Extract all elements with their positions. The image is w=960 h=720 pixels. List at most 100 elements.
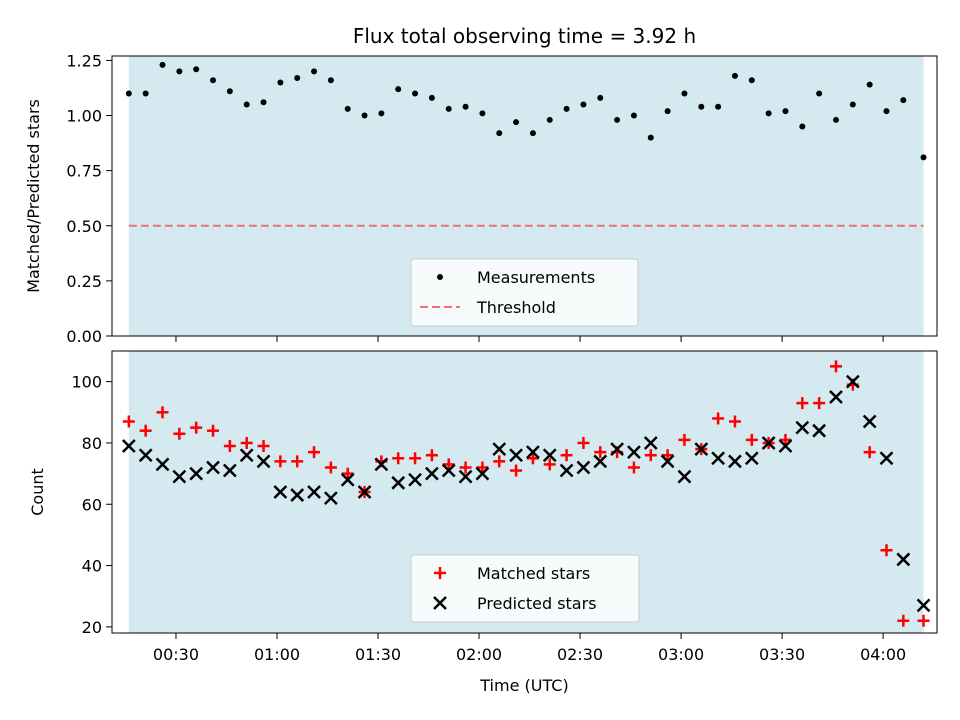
predicted-star-point: [273, 485, 288, 499]
matched-star-point: [863, 446, 876, 459]
measurement-point: [849, 101, 856, 108]
x-tick-label: 01:00: [254, 645, 300, 664]
predicted-star-point: [593, 454, 608, 469]
matched-star-point: [156, 406, 169, 419]
x-tick-label: 02:00: [456, 645, 502, 664]
measurement-point: [664, 108, 671, 115]
matched-star-point: [510, 464, 523, 477]
measurement-point: [193, 66, 200, 73]
predicted-star-point: [256, 454, 271, 469]
measurement-point: [445, 105, 452, 112]
predicted-star-point: [492, 442, 507, 456]
matched-star-point: [678, 433, 691, 446]
predicted-star-point: [475, 466, 490, 481]
matched-stars-points: [122, 360, 930, 627]
y-tick-label: 1.00: [66, 107, 102, 126]
measurement-point: [698, 103, 705, 110]
top-y-axis-label: Matched/Predicted stars: [24, 99, 43, 293]
predicted-star-point: [778, 439, 793, 453]
measurement-point: [580, 101, 587, 108]
predicted-star-point: [896, 552, 911, 567]
predicted-star-point: [222, 463, 237, 478]
matched-star-point: [207, 424, 220, 437]
matched-star-point: [560, 449, 573, 462]
matched-star-point: [779, 433, 792, 446]
predicted-star-point: [744, 451, 759, 466]
matched-star-point: [274, 455, 287, 468]
predicted-star-point: [643, 436, 658, 450]
measurement-point: [159, 61, 166, 68]
y-tick-label: 40: [82, 557, 102, 576]
matched-star-point: [594, 446, 607, 459]
y-tick-label: 1.25: [66, 51, 102, 70]
measurement-point: [378, 110, 385, 117]
measurement-point: [630, 112, 637, 119]
measurement-point: [125, 90, 132, 97]
y-tick-label: 20: [82, 618, 102, 637]
measurement-point: [920, 154, 927, 161]
matched-star-point: [392, 452, 405, 465]
matched-star-point: [341, 467, 354, 480]
predicted-star-point: [677, 469, 692, 484]
matched-star-point: [240, 436, 253, 449]
predicted-star-point: [660, 454, 675, 469]
predicted-star-point: [323, 491, 338, 506]
top-plot-frame: [111, 55, 938, 337]
predicted-star-point: [425, 466, 439, 481]
measurements-legend-label: Measurements: [477, 268, 595, 287]
measurement-point: [529, 130, 536, 137]
matched-star-point: [425, 449, 438, 462]
predicted-star-point: [576, 460, 591, 475]
x-tick-label: 02:30: [557, 645, 603, 664]
top-legend-box: [410, 258, 639, 327]
predicted-star-point: [239, 448, 254, 463]
matched-star-point: [257, 440, 270, 453]
predicted-star-point: [542, 448, 557, 463]
predicted-star-point: [307, 485, 321, 499]
matched-star-point: [661, 449, 674, 462]
predicted-star-point: [795, 420, 810, 435]
matched-star-point: [493, 455, 506, 468]
predicted-star-point: [509, 448, 523, 463]
predicted-star-point: [711, 451, 726, 466]
predicted-legend-label: Predicted stars: [477, 594, 597, 613]
matched-star-point: [223, 440, 236, 453]
measurement-point: [327, 77, 334, 84]
predicted-star-point: [812, 423, 827, 438]
y-tick-label: 0.50: [66, 217, 102, 236]
predicted-star-point: [408, 472, 422, 487]
x-tick-label: 03:30: [759, 645, 805, 664]
matched-star-point: [897, 614, 910, 627]
predicted-star-point: [526, 445, 540, 460]
measurement-point: [546, 116, 553, 123]
predicted-star-point: [441, 463, 456, 478]
measurement-point: [647, 134, 654, 141]
matched-star-point: [813, 397, 826, 410]
matched-star-point: [173, 427, 186, 440]
predicted-star-point: [559, 463, 574, 478]
measurement-point: [462, 103, 469, 110]
measurement-point: [226, 88, 233, 95]
measurement-point: [614, 116, 621, 123]
matched-star-point: [796, 397, 809, 410]
y-tick-label: 0.75: [66, 162, 102, 181]
measurement-point: [715, 103, 722, 110]
measurement-point: [260, 99, 267, 106]
bottom-x-axis-label: Time (UTC): [479, 676, 568, 695]
top-legend: Measurements Threshold: [410, 258, 639, 327]
measurement-point: [361, 112, 368, 119]
top-panel: 0.00 0.25 0.50 0.75 1.00 1.25 Flux total obse…: [24, 24, 938, 346]
predicted-star-point: [121, 439, 136, 453]
predicted-star-point: [862, 414, 877, 429]
matched-legend-label: Matched stars: [477, 564, 590, 583]
matched-star-point: [190, 421, 203, 434]
predicted-star-point: [172, 469, 187, 484]
y-tick-label: 100: [71, 373, 102, 392]
predicted-star-point: [458, 469, 473, 484]
chart-title: Flux total observing time = 3.92 h: [353, 24, 696, 48]
predicted-star-point: [845, 374, 860, 389]
matched-star-point: [728, 415, 741, 428]
measurement-point: [731, 72, 738, 79]
measurement-point: [681, 90, 688, 97]
measurement-point: [496, 130, 503, 137]
